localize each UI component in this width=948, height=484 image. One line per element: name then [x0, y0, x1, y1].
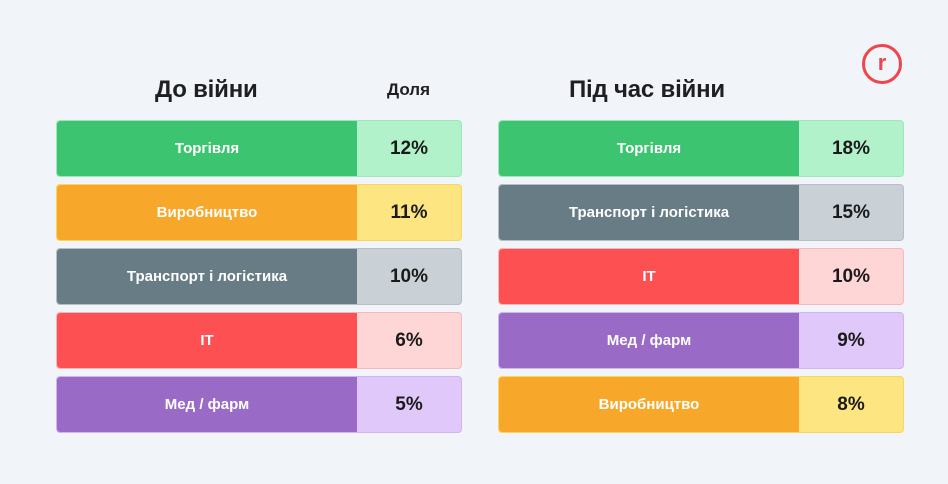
logo-glyph: r	[877, 50, 887, 75]
share-value: 12%	[389, 137, 429, 159]
table-row: Транспорт і логістика 15%	[498, 184, 904, 241]
table-row: Мед / фарм 9%	[498, 312, 904, 369]
sector-label: Виробництво	[57, 185, 357, 240]
sector-label: Виробництво	[499, 377, 799, 432]
table-row: Мед / фарм 5%	[56, 376, 462, 433]
sector-label: Транспорт і логістика	[499, 185, 799, 240]
share-value: 10%	[831, 265, 871, 287]
share-value: 9%	[837, 329, 865, 351]
sector-label: Мед / фарм	[499, 313, 799, 368]
share-value: 18%	[831, 137, 871, 159]
before-war-list: Торгівля 12% Виробництво 11% Транспорт і л…	[56, 120, 462, 440]
table-row: Виробництво 8%	[498, 376, 904, 433]
share-value: 6%	[395, 329, 423, 351]
share-value: 8%	[837, 393, 865, 415]
table-row: Виробництво 11%	[56, 184, 462, 241]
before-war-title: До війни	[155, 76, 258, 103]
share-value: 11%	[390, 201, 428, 223]
sector-label: Мед / фарм	[57, 377, 357, 432]
logo-icon: r	[862, 44, 902, 84]
sector-label: Торгівля	[499, 121, 799, 176]
sector-label: IT	[499, 249, 799, 304]
table-row: Торгівля 12%	[56, 120, 462, 177]
sector-label: Транспорт і логістика	[57, 249, 357, 304]
sector-label: Торгівля	[57, 121, 357, 176]
share-value: 5%	[395, 393, 423, 415]
table-row: Транспорт і логістика 10%	[56, 248, 462, 305]
share-value: 10%	[389, 265, 429, 287]
share-value: 15%	[831, 201, 871, 223]
during-war-list: Торгівля 18% Транспорт і логістика 15% IT 1…	[498, 120, 904, 440]
sector-label: IT	[57, 313, 357, 368]
during-war-title: Під час війни	[569, 76, 725, 103]
share-header: Доля	[387, 80, 430, 99]
table-row: Торгівля 18%	[498, 120, 904, 177]
table-row: IT 6%	[56, 312, 462, 369]
table-row: IT 10%	[498, 248, 904, 305]
